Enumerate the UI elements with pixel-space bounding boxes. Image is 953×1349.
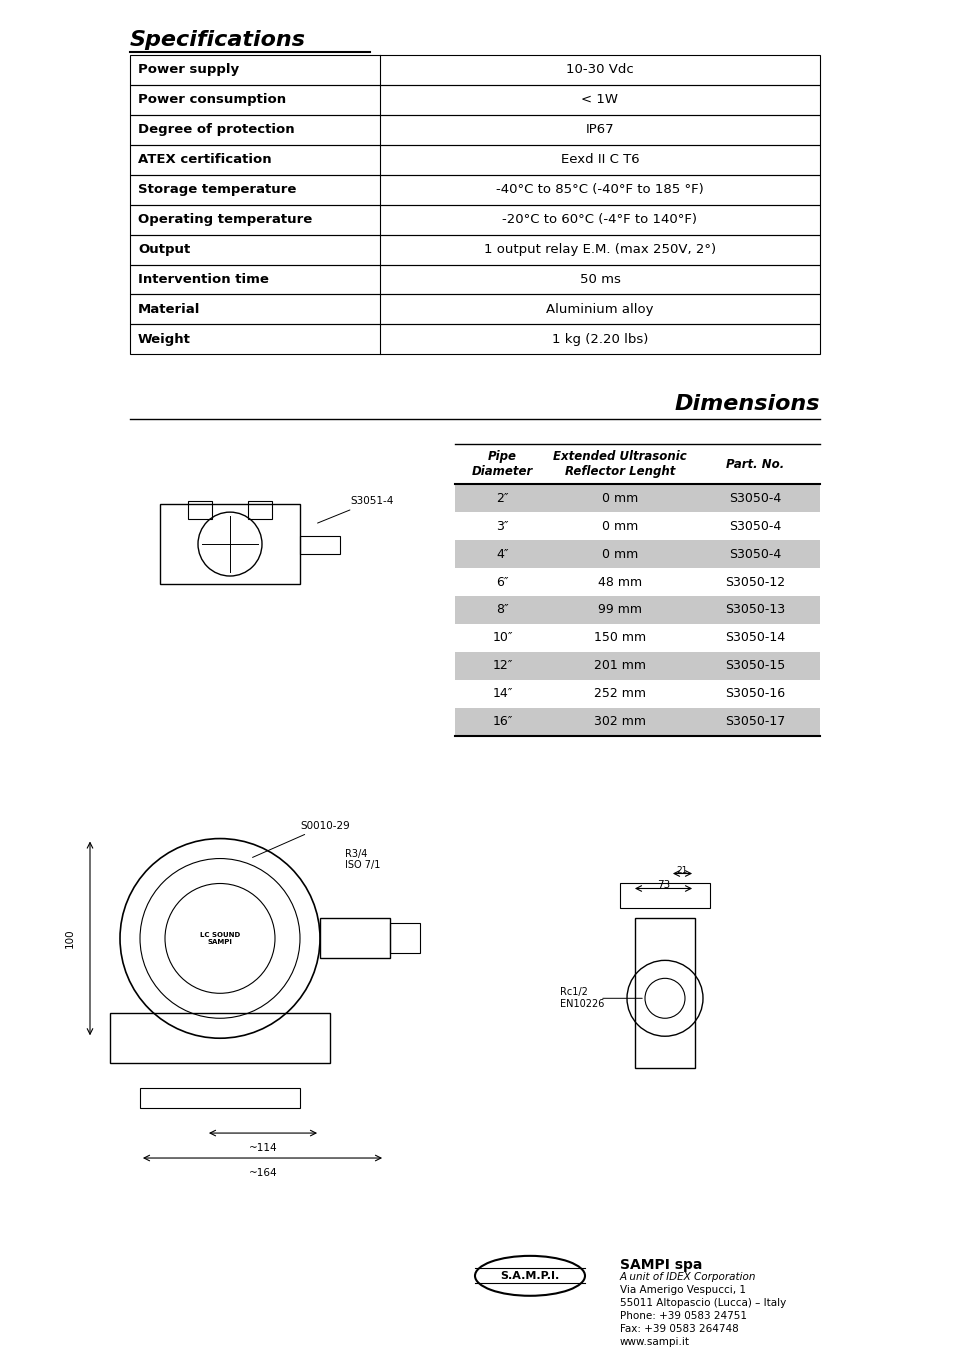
Text: 8″: 8″ — [496, 603, 508, 616]
Bar — [455, 708, 820, 735]
Text: 16″: 16″ — [492, 715, 512, 728]
Text: 0 mm: 0 mm — [601, 548, 638, 561]
Text: 1 kg (2.20 lbs): 1 kg (2.20 lbs) — [551, 333, 647, 345]
Bar — [455, 540, 820, 568]
Text: 10″: 10″ — [492, 631, 512, 645]
Text: 150 mm: 150 mm — [594, 631, 645, 645]
Bar — [130, 294, 820, 325]
Bar — [130, 235, 820, 264]
Text: Aluminium alloy: Aluminium alloy — [546, 304, 653, 316]
Text: Power consumption: Power consumption — [138, 93, 286, 107]
Text: S3050-14: S3050-14 — [724, 631, 784, 645]
Text: 48 mm: 48 mm — [598, 576, 641, 588]
Text: S3050-4: S3050-4 — [728, 519, 781, 533]
Bar — [455, 652, 820, 680]
Text: R3/4
ISO 7/1: R3/4 ISO 7/1 — [345, 849, 380, 870]
Text: 50 ms: 50 ms — [579, 272, 619, 286]
Text: S3050-13: S3050-13 — [724, 603, 784, 616]
Text: A unit of IDEX Corporation: A unit of IDEX Corporation — [619, 1272, 756, 1282]
Text: ATEX certification: ATEX certification — [138, 154, 272, 166]
Bar — [188, 500, 212, 519]
Text: Storage temperature: Storage temperature — [138, 183, 296, 196]
Text: Eexd II C T6: Eexd II C T6 — [560, 154, 639, 166]
Text: 99 mm: 99 mm — [598, 603, 641, 616]
Text: 100: 100 — [65, 928, 75, 948]
Bar — [390, 924, 419, 954]
Bar — [160, 505, 299, 584]
Text: Degree of protection: Degree of protection — [138, 123, 294, 136]
Text: S3050-16: S3050-16 — [724, 687, 784, 700]
Text: 252 mm: 252 mm — [594, 687, 645, 700]
Text: Via Amerigo Vespucci, 1: Via Amerigo Vespucci, 1 — [619, 1284, 745, 1295]
Text: 2″: 2″ — [496, 491, 508, 505]
Text: S0010-29: S0010-29 — [253, 820, 350, 858]
Text: Rc1/2
EN10226: Rc1/2 EN10226 — [559, 987, 604, 1009]
Text: IP67: IP67 — [585, 123, 614, 136]
Bar — [130, 144, 820, 175]
Bar — [319, 919, 390, 958]
Text: Pipe
Diameter: Pipe Diameter — [472, 451, 533, 478]
Bar — [455, 484, 820, 513]
Bar — [130, 85, 820, 115]
Bar — [130, 205, 820, 235]
Text: Specifications: Specifications — [130, 30, 306, 50]
Text: Part. No.: Part. No. — [725, 457, 783, 471]
Bar — [619, 884, 709, 908]
Bar — [110, 1013, 330, 1063]
Text: www.sampi.it: www.sampi.it — [619, 1337, 689, 1346]
Text: 55011 Altopascio (Lucca) – Italy: 55011 Altopascio (Lucca) – Italy — [619, 1298, 785, 1307]
Bar — [130, 175, 820, 205]
Bar — [635, 919, 695, 1068]
Text: LC SOUND
SAMPI: LC SOUND SAMPI — [200, 932, 240, 944]
Text: Output: Output — [138, 243, 190, 256]
Bar — [130, 264, 820, 294]
Text: Intervention time: Intervention time — [138, 272, 269, 286]
Text: -40°C to 85°C (-40°F to 185 °F): -40°C to 85°C (-40°F to 185 °F) — [496, 183, 703, 196]
Text: < 1W: < 1W — [581, 93, 618, 107]
Text: S3051-4: S3051-4 — [317, 496, 393, 523]
Bar — [248, 500, 272, 519]
Text: S3050-12: S3050-12 — [724, 576, 784, 588]
Bar — [140, 1089, 299, 1108]
Bar — [455, 596, 820, 625]
Text: 21: 21 — [676, 866, 687, 874]
Text: S3050-15: S3050-15 — [724, 660, 784, 672]
Text: 12″: 12″ — [492, 660, 512, 672]
Text: 201 mm: 201 mm — [594, 660, 645, 672]
Text: ~164: ~164 — [249, 1168, 277, 1178]
Text: SAMPI spa: SAMPI spa — [619, 1257, 701, 1272]
Text: 73: 73 — [657, 881, 669, 890]
Text: 14″: 14″ — [492, 687, 512, 700]
Text: 0 mm: 0 mm — [601, 519, 638, 533]
Text: 1 output relay E.M. (max 250V, 2°): 1 output relay E.M. (max 250V, 2°) — [483, 243, 716, 256]
Text: S3050-4: S3050-4 — [728, 491, 781, 505]
Text: Power supply: Power supply — [138, 63, 239, 77]
Bar — [299, 536, 339, 554]
Text: 4″: 4″ — [496, 548, 508, 561]
Text: 6″: 6″ — [496, 576, 508, 588]
Text: Operating temperature: Operating temperature — [138, 213, 312, 227]
Text: 0 mm: 0 mm — [601, 491, 638, 505]
Text: Fax: +39 0583 264748: Fax: +39 0583 264748 — [619, 1323, 738, 1334]
Text: 10-30 Vdc: 10-30 Vdc — [565, 63, 633, 77]
Text: S3050-17: S3050-17 — [724, 715, 784, 728]
Text: Weight: Weight — [138, 333, 191, 345]
Text: Phone: +39 0583 24751: Phone: +39 0583 24751 — [619, 1311, 746, 1321]
Bar — [130, 55, 820, 85]
Text: Extended Ultrasonic
Reflector Lenght: Extended Ultrasonic Reflector Lenght — [553, 451, 686, 478]
Text: Dimensions: Dimensions — [674, 394, 820, 414]
Text: 3″: 3″ — [496, 519, 508, 533]
Text: ~114: ~114 — [249, 1143, 277, 1153]
Bar — [130, 325, 820, 355]
Bar — [130, 115, 820, 144]
Text: 302 mm: 302 mm — [594, 715, 645, 728]
Text: -20°C to 60°C (-4°F to 140°F): -20°C to 60°C (-4°F to 140°F) — [502, 213, 697, 227]
Text: Material: Material — [138, 304, 200, 316]
Text: S.A.M.P.I.: S.A.M.P.I. — [500, 1271, 559, 1280]
Text: S3050-4: S3050-4 — [728, 548, 781, 561]
